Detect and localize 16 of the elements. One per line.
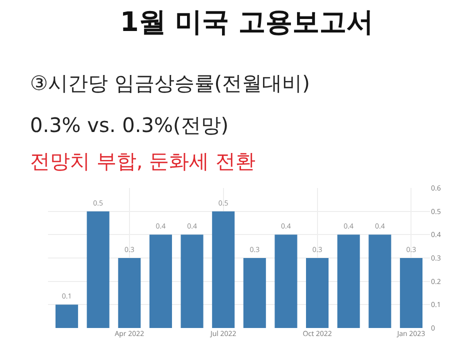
bar	[149, 234, 172, 328]
text: 전망치 부합, 둔화세 전환	[30, 148, 256, 175]
bar	[337, 234, 360, 328]
bar	[56, 304, 78, 328]
bar	[306, 258, 329, 328]
chart-subtitle: ③시간당 임금상승률(전월대비)	[30, 70, 310, 97]
chart-title: 1월 미국 고용보고서	[120, 6, 374, 40]
bar	[400, 258, 422, 328]
text: 0.3% vs. 0.3%(전망)	[30, 112, 229, 139]
bar	[86, 211, 110, 328]
bar	[212, 211, 235, 328]
bar	[274, 234, 298, 328]
bar	[180, 234, 204, 328]
bar	[118, 258, 141, 328]
bar	[368, 234, 392, 328]
bar	[243, 258, 266, 328]
